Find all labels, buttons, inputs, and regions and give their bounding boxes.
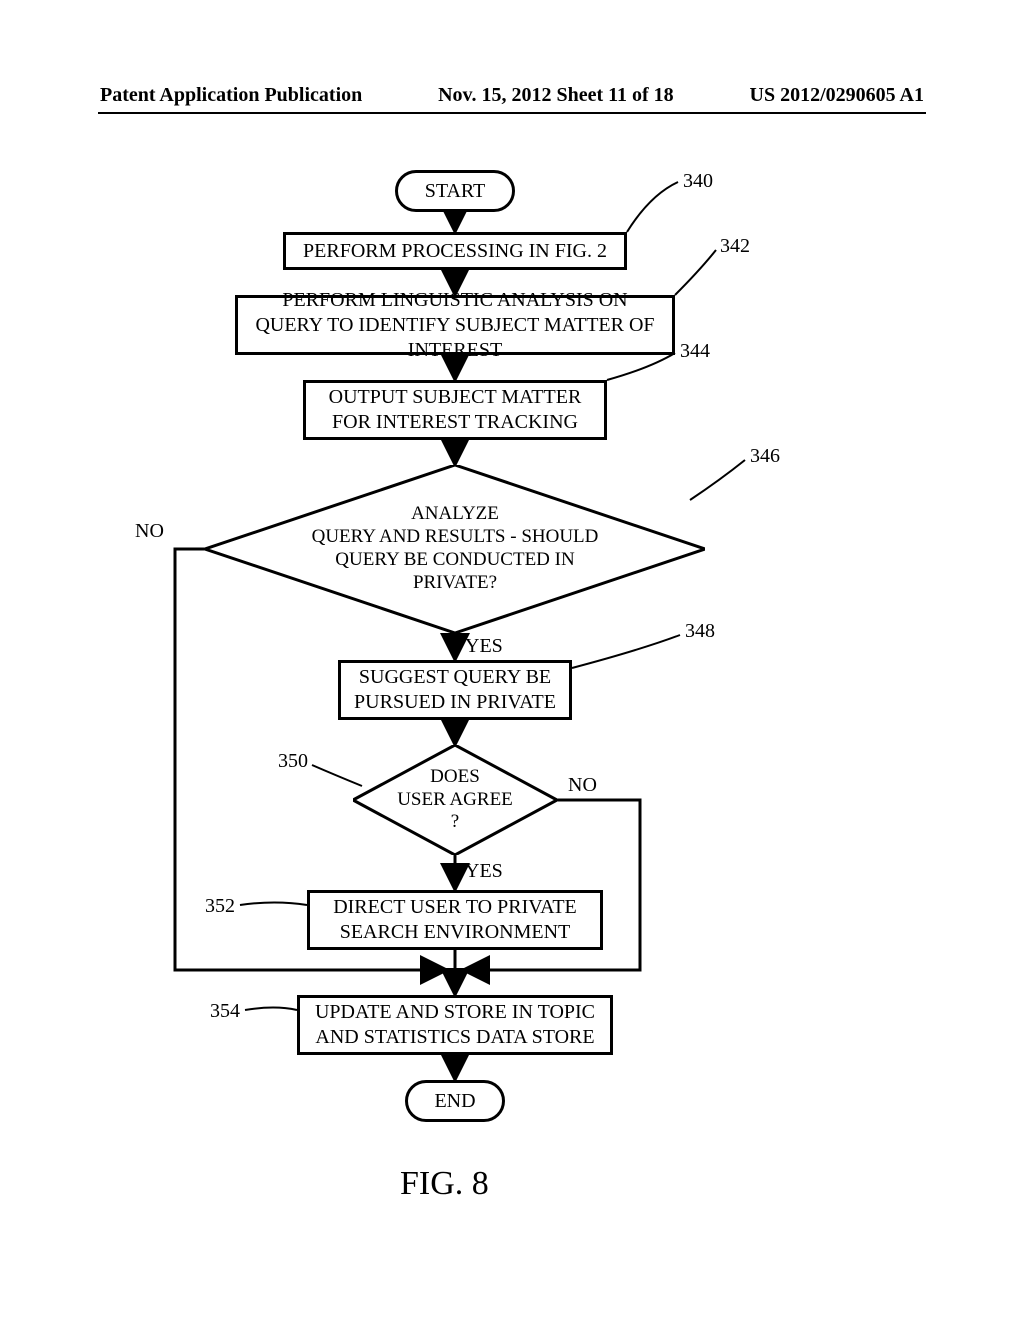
header-center: Nov. 15, 2012 Sheet 11 of 18	[438, 84, 674, 107]
d346-l2: QUERY AND RESULTS - SHOULD	[312, 526, 599, 547]
decision-350-text: DOES USER AGREE ?	[397, 766, 513, 834]
decision-346-text: ANALYZE QUERY AND RESULTS - SHOULD QUERY…	[312, 503, 599, 594]
refnum-342: 342	[720, 235, 750, 258]
header-left: Patent Application Publication	[100, 84, 362, 107]
process-340-text: PERFORM PROCESSING IN FIG. 2	[303, 239, 607, 264]
refnum-348: 348	[685, 620, 715, 643]
refnum-346: 346	[750, 445, 780, 468]
process-348-text: SUGGEST QUERY BE PURSUED IN PRIVATE	[351, 665, 559, 715]
terminal-start: START	[395, 170, 515, 212]
process-352: DIRECT USER TO PRIVATE SEARCH ENVIRONMEN…	[307, 890, 603, 950]
terminal-end-label: END	[434, 1090, 475, 1113]
process-354-text: UPDATE AND STORE IN TOPIC AND STATISTICS…	[310, 1000, 600, 1050]
d346-no-label: NO	[135, 520, 164, 543]
refnum-350: 350	[278, 750, 308, 773]
header-right: US 2012/0290605 A1	[750, 84, 924, 107]
d346-l1: ANALYZE	[411, 503, 499, 524]
patent-header: Patent Application Publication Nov. 15, …	[0, 84, 1024, 107]
decision-350: DOES USER AGREE ?	[353, 745, 557, 855]
terminal-end: END	[405, 1080, 505, 1122]
refnum-340: 340	[683, 170, 713, 193]
d346-l3: QUERY BE CONDUCTED IN	[335, 549, 574, 570]
refnum-344: 344	[680, 340, 710, 363]
process-344-text: OUTPUT SUBJECT MATTER FOR INTEREST TRACK…	[316, 385, 594, 435]
figure-caption: FIG. 8	[400, 1165, 489, 1203]
process-344: OUTPUT SUBJECT MATTER FOR INTEREST TRACK…	[303, 380, 607, 440]
process-348: SUGGEST QUERY BE PURSUED IN PRIVATE	[338, 660, 572, 720]
decision-346: ANALYZE QUERY AND RESULTS - SHOULD QUERY…	[205, 465, 705, 633]
d350-l2: USER AGREE	[397, 789, 513, 810]
process-342-text: PERFORM LINGUISTIC ANALYSIS ON QUERY TO …	[248, 288, 662, 363]
d350-no-label: NO	[568, 774, 597, 797]
process-352-text: DIRECT USER TO PRIVATE SEARCH ENVIRONMEN…	[320, 895, 590, 945]
flowchart-canvas: START PERFORM PROCESSING IN FIG. 2 PERFO…	[0, 170, 1024, 1220]
d350-l3: ?	[451, 811, 459, 832]
d346-l4: PRIVATE?	[413, 572, 497, 593]
terminal-start-label: START	[425, 180, 486, 203]
d350-yes-label: YES	[465, 860, 503, 883]
process-354: UPDATE AND STORE IN TOPIC AND STATISTICS…	[297, 995, 613, 1055]
process-340: PERFORM PROCESSING IN FIG. 2	[283, 232, 627, 270]
d346-yes-label: YES	[465, 635, 503, 658]
process-342: PERFORM LINGUISTIC ANALYSIS ON QUERY TO …	[235, 295, 675, 355]
header-rule	[98, 112, 926, 114]
d350-l1: DOES	[430, 766, 480, 787]
refnum-352: 352	[205, 895, 235, 918]
refnum-354: 354	[210, 1000, 240, 1023]
